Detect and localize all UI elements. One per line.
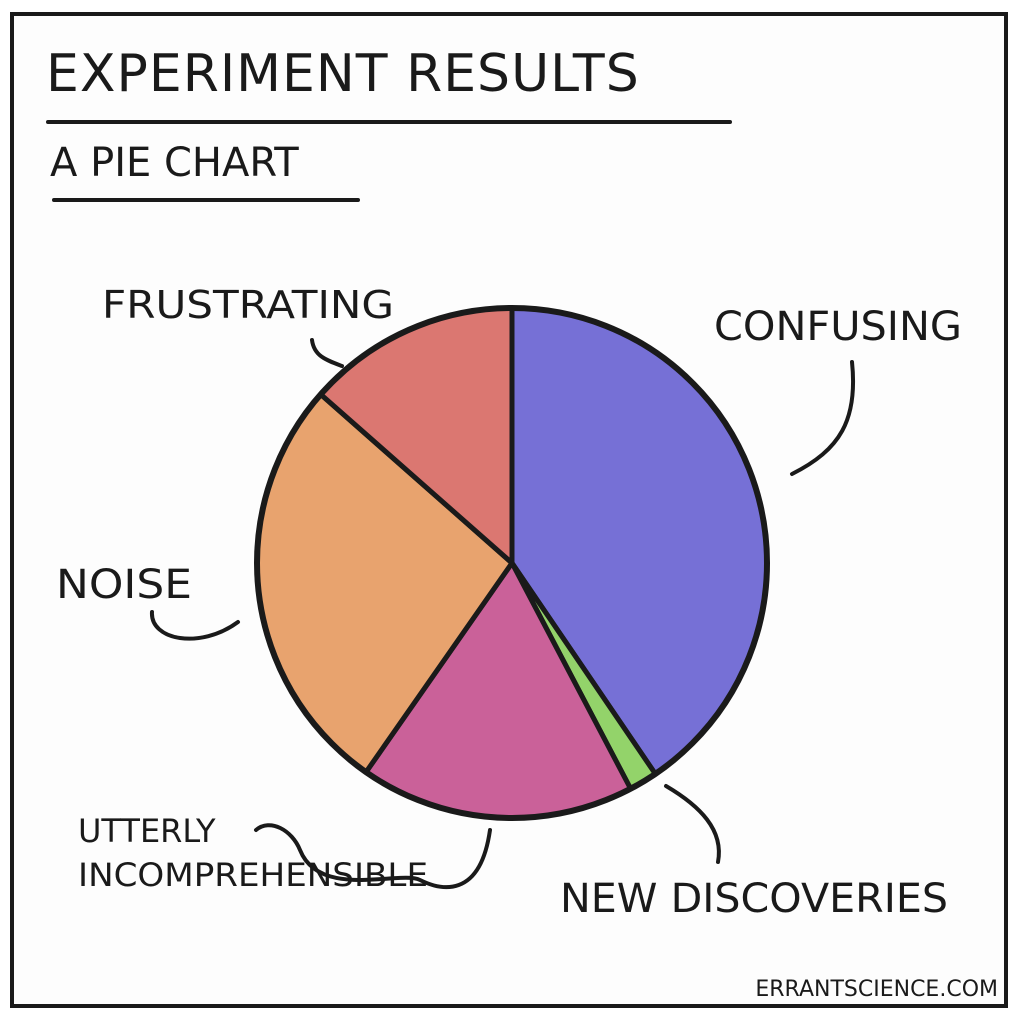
leader-line-noise bbox=[149, 610, 240, 641]
slice-label-frustrating: Frustrating bbox=[102, 283, 394, 327]
slice-label-line-2: incomprehensible bbox=[78, 856, 428, 894]
slice-label-new-discoveries: New discoveries bbox=[560, 876, 948, 922]
title-underline bbox=[46, 120, 732, 124]
leader-lines bbox=[149, 338, 856, 890]
slice-label-noise: Noise bbox=[56, 562, 192, 608]
chart-subtitle: A pie chart bbox=[50, 140, 299, 186]
pie-outline bbox=[254, 305, 770, 821]
subtitle-underline bbox=[52, 198, 360, 202]
slice-label-confusing: Confusing bbox=[714, 304, 962, 350]
chart-title: Experiment results bbox=[46, 44, 640, 104]
leader-line-new-discoveries bbox=[664, 784, 721, 864]
slice-label-utterly-incomprehensible: Utterly incomprehensible bbox=[78, 812, 428, 894]
leader-line-confusing bbox=[790, 360, 856, 476]
slice-label-line-1: Utterly bbox=[78, 812, 216, 850]
leader-line-frustrating bbox=[310, 338, 344, 368]
leader-line-utterly-incomprehensible bbox=[254, 823, 492, 890]
pie-slices bbox=[254, 305, 770, 821]
credit-footer: ErrantScience.com bbox=[755, 977, 998, 1002]
